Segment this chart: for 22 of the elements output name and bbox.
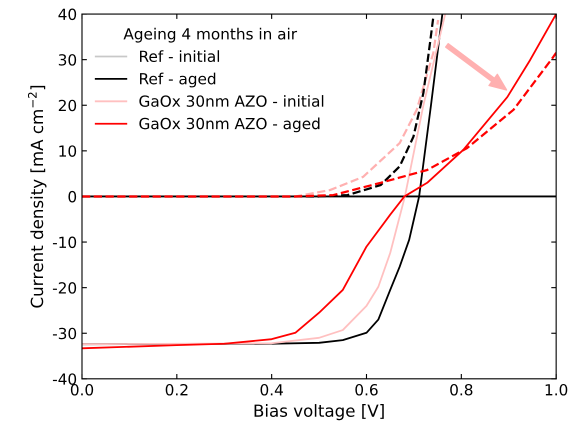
x-tick-label: 1.0 (546, 384, 568, 396)
y-tick-label: -20 (52, 282, 76, 294)
legend-label: Ref - initial (140, 50, 220, 62)
legend-label: GaOx 30nm AZO - initial (139, 95, 324, 107)
y-tick-label: 40 (58, 8, 76, 20)
x-tick-label: 0.4 (260, 384, 283, 396)
y-tick-label: 20 (58, 100, 76, 112)
y-tick-label: -30 (52, 328, 76, 340)
x-tick-label: 0.0 (70, 384, 94, 396)
y-tick-label: -40 (52, 373, 76, 385)
y-tick-label: -10 (52, 236, 76, 248)
x-tick-label: 0.2 (166, 384, 188, 396)
legend-label: GaOx 30nm AZO - aged (139, 118, 320, 132)
legend-title: Ageing 4 months in air (123, 28, 298, 43)
y-tick-label: 10 (59, 145, 76, 157)
x-tick-label: 0.6 (355, 384, 378, 396)
x-tick-label: 0.8 (450, 384, 472, 396)
legend-label: Ref - aged (140, 72, 216, 88)
y-tick-label: 0 (68, 190, 76, 202)
y-tick-label: 30 (58, 54, 76, 66)
x-axis-title: Bias voltage [V] (254, 404, 384, 420)
y-axis-title: Current density [mA cm$^{−2}$] (28, 86, 46, 308)
